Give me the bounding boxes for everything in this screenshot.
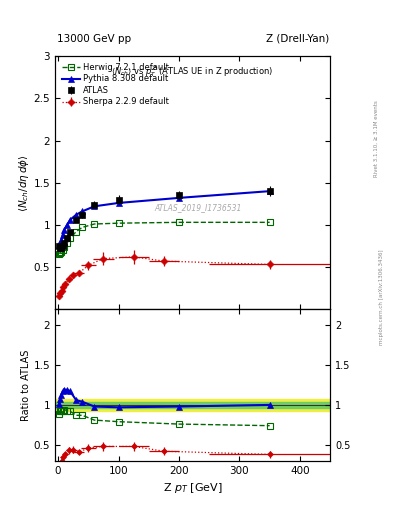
Herwig 7.2.1 default: [116, 220, 121, 226]
Pythia 8.308 default: [60, 232, 65, 238]
Text: mcplots.cern.ch [arXiv:1306.3436]: mcplots.cern.ch [arXiv:1306.3436]: [380, 249, 384, 345]
Pythia 8.308 default: [116, 200, 121, 206]
Herwig 7.2.1 default: [176, 219, 181, 225]
Legend: Herwig 7.2.1 default, Pythia 8.308 default, ATLAS, Sherpa 2.2.9 default: Herwig 7.2.1 default, Pythia 8.308 defau…: [59, 60, 172, 109]
Text: Z (Drell-Yan): Z (Drell-Yan): [266, 33, 329, 44]
Pythia 8.308 default: [74, 211, 79, 218]
Bar: [55, 399, 330, 411]
Pythia 8.308 default: [65, 222, 70, 228]
Bar: [55, 402, 330, 408]
Herwig 7.2.1 default: [68, 236, 72, 242]
Herwig 7.2.1 default: [74, 228, 79, 234]
Y-axis label: Ratio to ATLAS: Ratio to ATLAS: [21, 349, 31, 421]
Line: Herwig 7.2.1 default: Herwig 7.2.1 default: [56, 219, 273, 257]
Pythia 8.308 default: [68, 217, 72, 223]
Herwig 7.2.1 default: [267, 219, 272, 225]
Pythia 8.308 default: [80, 208, 84, 215]
Herwig 7.2.1 default: [58, 249, 62, 255]
Herwig 7.2.1 default: [65, 240, 70, 246]
Pythia 8.308 default: [92, 203, 97, 209]
Pythia 8.308 default: [59, 237, 64, 243]
Herwig 7.2.1 default: [92, 221, 97, 227]
X-axis label: Z $p_T$ [GeV]: Z $p_T$ [GeV]: [163, 481, 222, 495]
Herwig 7.2.1 default: [60, 247, 65, 253]
Herwig 7.2.1 default: [57, 250, 61, 257]
Herwig 7.2.1 default: [59, 249, 64, 255]
Herwig 7.2.1 default: [62, 244, 66, 250]
Pythia 8.308 default: [62, 227, 66, 233]
Pythia 8.308 default: [176, 195, 181, 201]
Text: Rivet 3.1.10, ≥ 3.1M events: Rivet 3.1.10, ≥ 3.1M events: [374, 100, 379, 177]
Pythia 8.308 default: [267, 188, 272, 194]
Pythia 8.308 default: [58, 240, 62, 246]
Line: Pythia 8.308 default: Pythia 8.308 default: [56, 188, 273, 248]
Herwig 7.2.1 default: [80, 224, 84, 230]
Text: $\langle N_{ch}\rangle$ vs $p_T^Z$ (ATLAS UE in Z production): $\langle N_{ch}\rangle$ vs $p_T^Z$ (ATLA…: [112, 64, 274, 79]
Pythia 8.308 default: [57, 242, 61, 248]
Text: ATLAS_2019_I1736531: ATLAS_2019_I1736531: [154, 203, 242, 212]
Y-axis label: $\langle N_{ch}/d\eta\, d\phi\rangle$: $\langle N_{ch}/d\eta\, d\phi\rangle$: [17, 154, 31, 211]
Text: 13000 GeV pp: 13000 GeV pp: [57, 33, 131, 44]
